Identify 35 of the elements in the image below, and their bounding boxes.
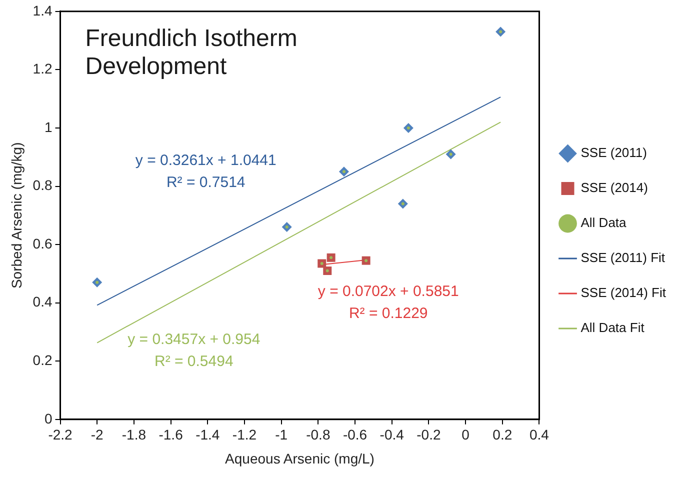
y-tick-label: 0.2 (32, 352, 52, 368)
legend-label: All Data (580, 215, 628, 230)
x-tick-label: -1.4 (196, 426, 220, 443)
x-tick-label: -0.4 (380, 426, 404, 443)
x-tick-label: -1.2 (232, 426, 257, 443)
y-tick-label: 0 (44, 410, 52, 426)
legend-label: All Data Fit (580, 320, 645, 336)
x-tick-label: -1.8 (122, 426, 146, 443)
x-tick-label: -0.8 (306, 426, 330, 443)
x-tick-label: -1.6 (158, 426, 184, 443)
text: Freundlich Isotherm Development (85, 25, 298, 80)
y-tick-label: 0.4 (32, 294, 52, 310)
y-axis-title: Sorbed Arsenic (mg/kg) (8, 142, 24, 289)
x-tick-label: -2 (90, 426, 104, 443)
x-tick-label: 0 (462, 426, 470, 443)
legend-label: SSE (2011) (580, 145, 647, 160)
x-axis-title: Aqueous Arsenic (mg/L) (225, 450, 374, 466)
x-tick-label: -1 (275, 426, 288, 443)
legend-label: SSE (2014) Fit (580, 285, 666, 300)
annotation: y = 0.3457x + 0.954 R² = 0.5494 (128, 330, 260, 370)
y-tick-label: 1.2 (32, 60, 52, 77)
legend-label: SSE (2011) Fit (580, 250, 666, 266)
x-tick-label: -2.2 (48, 426, 73, 443)
x-tick-label: -0.6 (342, 426, 368, 443)
x-tick-label: -0.2 (416, 426, 441, 443)
y-tick-label: 0.6 (32, 235, 52, 252)
legend-label: SSE (2014) (580, 180, 648, 196)
x-tick-label: 0.2 (492, 426, 512, 443)
annotation: y = 0.3261x + 1.0441 R² = 0.7514 (135, 152, 276, 191)
x-tick-label: 0.4 (530, 426, 550, 443)
point (323, 266, 332, 276)
y-tick-label: 1.4 (32, 2, 52, 18)
y-tick-label: 0.8 (32, 177, 52, 194)
y-tick-label: 1 (44, 118, 52, 135)
annotation: y = 0.0702x + 0.5851 R² = 0.1229 (318, 282, 459, 322)
